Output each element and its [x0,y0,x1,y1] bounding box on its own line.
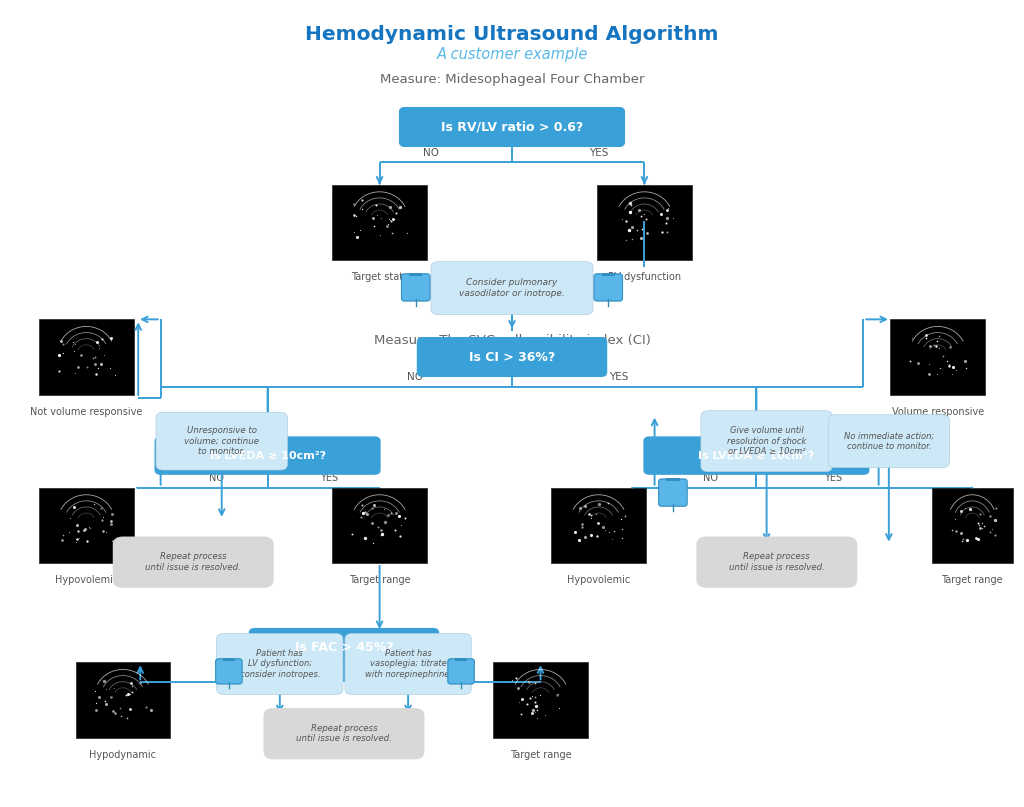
Text: Is LVEDA ≥ 10cm²?: Is LVEDA ≥ 10cm²? [210,450,326,461]
Text: NO: NO [408,372,423,382]
Text: NO: NO [294,667,310,676]
Text: Is FAC > 45%?: Is FAC > 45%? [295,642,393,654]
Bar [551,487,646,563]
FancyBboxPatch shape [455,659,467,661]
Text: YES: YES [589,148,608,157]
Text: Is CI > 36%?: Is CI > 36%? [469,350,555,363]
FancyBboxPatch shape [658,479,687,506]
FancyBboxPatch shape [155,437,381,475]
FancyBboxPatch shape [696,537,857,587]
Text: NO: NO [423,148,438,157]
Text: Hypodynamic: Hypodynamic [89,750,157,759]
FancyBboxPatch shape [401,274,430,301]
FancyBboxPatch shape [601,273,615,276]
Bar [332,185,427,260]
Text: Target range: Target range [510,750,571,759]
FancyBboxPatch shape [431,261,593,315]
FancyBboxPatch shape [828,415,949,467]
Text: RV dysfunction: RV dysfunction [608,272,681,282]
Bar [890,320,985,395]
Text: A customer example: A customer example [436,47,588,61]
Bar [332,487,427,563]
FancyBboxPatch shape [667,479,680,481]
Text: Repeat process
until issue is resolved.: Repeat process until issue is resolved. [145,553,242,572]
Text: Repeat process
until issue is resolved.: Repeat process until issue is resolved. [729,553,824,572]
FancyBboxPatch shape [263,708,424,759]
Text: Measure: The SVC collapsibility index (CI): Measure: The SVC collapsibility index (C… [374,334,650,348]
FancyBboxPatch shape [113,537,273,587]
Text: Not volume responsive: Not volume responsive [30,407,142,416]
Text: Repeat process
until issue is resolved.: Repeat process until issue is resolved. [296,724,392,743]
Text: Target range: Target range [941,575,1004,585]
Text: Target range: Target range [349,575,411,585]
Text: Is LVEDA ≥ 10cm²?: Is LVEDA ≥ 10cm²? [698,450,814,461]
Text: No immediate action;
continue to monitor.: No immediate action; continue to monitor… [844,432,934,451]
FancyBboxPatch shape [417,337,607,377]
Text: Consider pulmonary
vasodilator or inotrope.: Consider pulmonary vasodilator or inotro… [459,278,565,298]
FancyBboxPatch shape [216,659,242,684]
FancyBboxPatch shape [643,437,869,475]
Text: Hypovolemic: Hypovolemic [567,575,630,585]
Text: YES: YES [823,473,842,483]
FancyBboxPatch shape [217,633,343,695]
FancyBboxPatch shape [700,411,833,471]
FancyBboxPatch shape [594,274,623,301]
Text: YES: YES [609,372,629,382]
Text: NO: NO [703,473,718,483]
Text: Give volume until
resolution of shock
or LVEDA ≥ 10cm²: Give volume until resolution of shock or… [727,426,806,456]
Text: NO: NO [209,473,224,483]
FancyBboxPatch shape [249,628,439,668]
FancyBboxPatch shape [345,633,471,695]
FancyBboxPatch shape [447,659,474,684]
Text: Hemodynamic Ultrasound Algorithm: Hemodynamic Ultrasound Algorithm [305,25,719,44]
Bar [39,487,134,563]
Bar [76,663,170,738]
FancyBboxPatch shape [399,107,625,147]
Bar [597,185,692,260]
Bar [494,663,588,738]
Text: Measure: Midesophageal Four Chamber: Measure: Midesophageal Four Chamber [380,73,644,86]
Text: YES: YES [382,667,401,676]
FancyBboxPatch shape [223,659,234,661]
Text: Hypovolemic: Hypovolemic [54,575,118,585]
FancyBboxPatch shape [409,273,423,276]
Text: Is RV/LV ratio > 0.6?: Is RV/LV ratio > 0.6? [441,120,583,133]
Bar [932,487,1013,563]
FancyBboxPatch shape [156,412,288,470]
Text: Volume responsive: Volume responsive [892,407,984,416]
Text: Target state: Target state [350,272,409,282]
Text: YES: YES [319,473,338,483]
Bar [39,320,134,395]
Text: Patient has
LV dysfunction;
consider inotropes.: Patient has LV dysfunction; consider ino… [240,649,321,679]
Text: Patient has
vasoplegia; titrate
with norepinephrine.: Patient has vasoplegia; titrate with nor… [365,649,452,679]
Text: Unresponsive to
volume; continue
to monitor.: Unresponsive to volume; continue to moni… [184,426,259,456]
